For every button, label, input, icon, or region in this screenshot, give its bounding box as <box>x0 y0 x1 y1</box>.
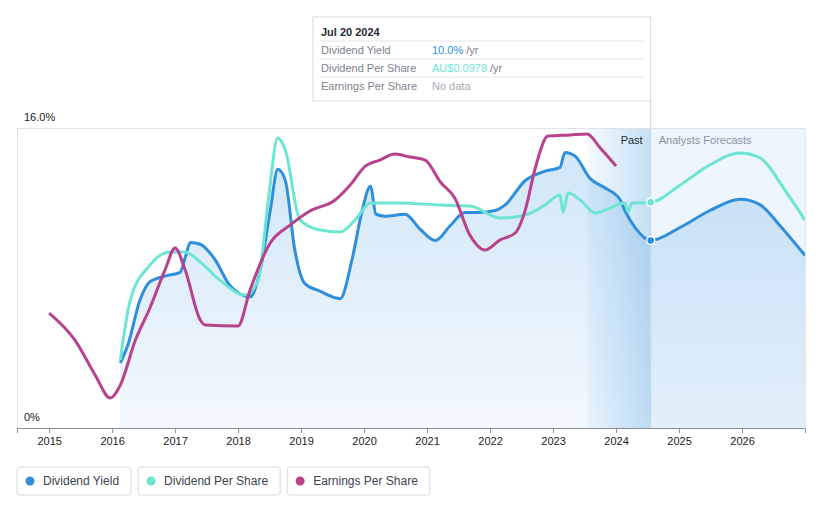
x-tick-label: 2016 <box>100 435 124 447</box>
legend-swatch <box>26 477 35 486</box>
x-axis: 2015 2016 2017 2018 2019 2020 2021 2022 2023 2024… <box>18 428 806 447</box>
legend-box[interactable] <box>287 467 430 495</box>
x-tick: 2017 <box>163 428 187 447</box>
past-label: Past <box>621 134 643 146</box>
y2-axis-line <box>805 129 806 429</box>
x-tick-mark <box>238 428 239 433</box>
x-tick-label: 2018 <box>226 435 250 447</box>
x-tick-mark <box>742 428 743 433</box>
x-tick: 2023 <box>541 428 565 447</box>
y-grid-line <box>17 128 805 129</box>
legend-swatch <box>296 477 305 486</box>
x-tick: 2018 <box>226 428 250 447</box>
x-tick: 2021 <box>415 428 439 447</box>
legend-label: Earnings Per Share <box>313 474 418 488</box>
x-tick-label: 2017 <box>163 435 187 447</box>
legend-box[interactable] <box>138 467 280 495</box>
y-axis-line <box>18 129 806 429</box>
legend-label: Dividend Per Share <box>164 474 268 488</box>
x-tick-mark <box>679 428 680 433</box>
x-tick-label: 2026 <box>730 435 754 447</box>
chart: 0%16.0%201520162017201820192020202120222… <box>0 0 821 508</box>
tooltip-value-line: AU$0.0978/yr <box>432 62 503 74</box>
tooltip: Jul 20 2024Dividend Yield10.0%/yrDividen… <box>313 17 651 101</box>
legend-label: Dividend Yield <box>43 474 119 488</box>
tooltip-separator <box>319 59 645 60</box>
series-line <box>49 134 616 398</box>
tooltip-dot <box>647 198 655 206</box>
x-tick-mark <box>427 428 428 433</box>
legend-item[interactable]: Dividend Yield <box>17 467 131 495</box>
forecast-label: Analysts Forecasts <box>659 134 752 146</box>
x-tick-mark <box>301 428 302 433</box>
x-tick-label: 2021 <box>415 435 439 447</box>
x-tick-label: 2024 <box>604 435 628 447</box>
legend: Dividend Yield Dividend Per Share Earnings… <box>17 467 430 495</box>
legend-item[interactable]: Dividend Per Share <box>138 467 280 495</box>
tooltip-dot <box>647 237 655 245</box>
x-tick: 2015 <box>37 428 61 447</box>
x-tick: 2024 <box>604 428 628 447</box>
x-tick-mark <box>112 428 113 433</box>
series-line <box>120 152 805 363</box>
tooltip-value-line: No data <box>432 80 471 92</box>
x-tick-label: 2015 <box>37 435 61 447</box>
tooltip-label: Dividend Per Share <box>321 62 416 74</box>
legend-swatch <box>147 477 156 486</box>
x-tick-mark <box>553 428 554 433</box>
tooltip-unit: /yr <box>466 44 479 56</box>
tooltip-separator <box>319 41 645 42</box>
x-tick: 2019 <box>289 428 313 447</box>
tooltip-box <box>313 17 651 101</box>
x-tick-label: 2020 <box>352 435 376 447</box>
y-tick-label: 16.0% <box>24 111 55 123</box>
dividend-yield-area <box>120 152 805 428</box>
tooltip-label: Earnings Per Share <box>321 80 417 92</box>
y-tick-label: 0% <box>24 411 40 423</box>
x-tick-mark <box>490 428 491 433</box>
legend-box[interactable] <box>17 467 131 495</box>
tooltip-date: Jul 20 2024 <box>321 26 381 38</box>
tooltip-unit: /yr <box>490 62 503 74</box>
x-tick-mark <box>175 428 176 433</box>
x-tick: 2026 <box>730 428 754 447</box>
x-tick-label: 2025 <box>667 435 691 447</box>
y2-axis <box>805 129 806 429</box>
x-tick: 2020 <box>352 428 376 447</box>
x-tick: 2016 <box>100 428 124 447</box>
x-tick-label: 2022 <box>478 435 502 447</box>
y-tick: 16.0% <box>17 111 805 129</box>
plot-area <box>49 134 805 428</box>
x-tick-label: 2019 <box>289 435 313 447</box>
tooltip-guide <box>650 101 651 428</box>
x-tick: 2025 <box>667 428 691 447</box>
x-axis-line <box>18 429 806 434</box>
tooltip-label: Dividend Yield <box>321 44 391 56</box>
tooltip-value: 10.0% <box>432 44 463 56</box>
x-tick-mark <box>616 428 617 433</box>
x-tick-mark <box>364 428 365 433</box>
tooltip-value: No data <box>432 80 471 92</box>
legend-item[interactable]: Earnings Per Share <box>287 467 430 495</box>
x-tick: 2022 <box>478 428 502 447</box>
x-tick-mark <box>49 428 50 433</box>
tooltip-value-line: 10.0%/yr <box>432 44 479 56</box>
tooltip-value: AU$0.0978 <box>432 62 487 74</box>
tooltip-separator <box>319 77 645 78</box>
x-tick-label: 2023 <box>541 435 565 447</box>
y-axis: 0% 16.0% <box>17 111 805 429</box>
